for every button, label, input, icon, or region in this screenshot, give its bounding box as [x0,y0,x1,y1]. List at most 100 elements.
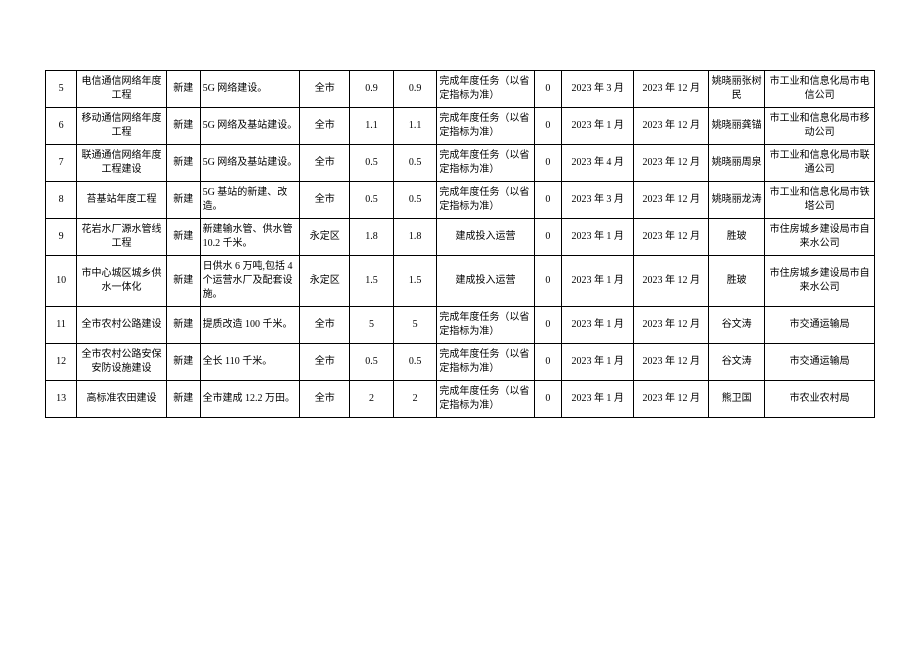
cell-idx: 6 [46,108,77,145]
cell-start: 2023 年 4 月 [562,145,634,182]
cell-idx: 5 [46,71,77,108]
cell-person: 姚晓丽龙涛 [709,182,765,219]
cell-type: 新建 [166,307,200,344]
cell-end: 2023 年 12 月 [634,108,709,145]
cell-zero: 0 [534,219,561,256]
cell-dept: 市住房城乡建设局市自来水公司 [765,256,875,307]
cell-dept: 市工业和信息化局市铁塔公司 [765,182,875,219]
cell-person: 谷文涛 [709,344,765,381]
table-body: 5电信通信网络年度工程新建5G 网络建设。全市0.90.9完成年度任务（以省定指… [46,71,875,418]
cell-dept: 市交通运输局 [765,344,875,381]
cell-type: 新建 [166,219,200,256]
cell-person: 胜玻 [709,256,765,307]
cell-type: 新建 [166,145,200,182]
cell-content: 5G 网络建设。 [200,71,300,108]
cell-area: 永定区 [300,256,350,307]
cell-start: 2023 年 3 月 [562,182,634,219]
cell-dept: 市住房城乡建设局市自来水公司 [765,219,875,256]
cell-name: 全市农村公路建设 [77,307,167,344]
cell-person: 胜玻 [709,219,765,256]
cell-name: 电信通信网络年度工程 [77,71,167,108]
cell-name: 市中心城区城乡供水一体化 [77,256,167,307]
cell-zero: 0 [534,145,561,182]
cell-target: 建成投入运营 [437,256,534,307]
cell-name: 花岩水厂源水管线工程 [77,219,167,256]
cell-dept: 市农业农村局 [765,381,875,418]
cell-v1: 1.5 [350,256,394,307]
cell-area: 全市 [300,108,350,145]
cell-idx: 8 [46,182,77,219]
cell-target: 完成年度任务（以省定指标为准） [437,307,534,344]
cell-zero: 0 [534,307,561,344]
cell-type: 新建 [166,381,200,418]
cell-area: 全市 [300,307,350,344]
cell-end: 2023 年 12 月 [634,307,709,344]
cell-content: 全市建成 12.2 万田。 [200,381,300,418]
cell-v1: 1.1 [350,108,394,145]
cell-end: 2023 年 12 月 [634,219,709,256]
cell-v2: 0.5 [393,182,437,219]
cell-v1: 0.5 [350,344,394,381]
cell-start: 2023 年 1 月 [562,108,634,145]
cell-v2: 0.5 [393,145,437,182]
cell-v1: 0.9 [350,71,394,108]
cell-person: 谷文涛 [709,307,765,344]
table-row: 7联通通信网络年度工程建设新建5G 网络及基站建设。全市0.50.5完成年度任务… [46,145,875,182]
cell-start: 2023 年 1 月 [562,307,634,344]
cell-end: 2023 年 12 月 [634,381,709,418]
cell-idx: 11 [46,307,77,344]
table-row: 11全市农村公路建设新建提质改造 100 千米。全市55完成年度任务（以省定指标… [46,307,875,344]
table-row: 12全市农村公路安保安防设施建设新建全长 110 千米。全市0.50.5完成年度… [46,344,875,381]
cell-content: 全长 110 千米。 [200,344,300,381]
cell-zero: 0 [534,182,561,219]
cell-content: 提质改造 100 千米。 [200,307,300,344]
cell-v2: 1.1 [393,108,437,145]
cell-idx: 10 [46,256,77,307]
cell-person: 姚晓丽周泉 [709,145,765,182]
cell-dept: 市工业和信息化局市电信公司 [765,71,875,108]
cell-type: 新建 [166,108,200,145]
cell-person: 熊卫国 [709,381,765,418]
cell-target: 建成投入运营 [437,219,534,256]
cell-content: 日供水 6 万吨,包括 4个运营水厂及配套设施。 [200,256,300,307]
cell-type: 新建 [166,256,200,307]
cell-target: 完成年度任务（以省定指标为准） [437,381,534,418]
cell-area: 永定区 [300,219,350,256]
table-row: 9花岩水厂源水管线工程新建新建输水管、供水管10.2 千米。永定区1.81.8建… [46,219,875,256]
cell-v1: 1.8 [350,219,394,256]
cell-name: 高标准农田建设 [77,381,167,418]
cell-person: 姚晓丽龚锚 [709,108,765,145]
cell-content: 5G 基站的新建、改造。 [200,182,300,219]
cell-name: 苔基站年度工程 [77,182,167,219]
cell-type: 新建 [166,344,200,381]
cell-v2: 1.8 [393,219,437,256]
cell-idx: 7 [46,145,77,182]
cell-area: 全市 [300,182,350,219]
cell-area: 全市 [300,145,350,182]
cell-v2: 2 [393,381,437,418]
cell-dept: 市交通运输局 [765,307,875,344]
cell-v2: 0.9 [393,71,437,108]
cell-content: 5G 网络及基站建设。 [200,145,300,182]
cell-dept: 市工业和信息化局市移动公司 [765,108,875,145]
cell-idx: 12 [46,344,77,381]
cell-start: 2023 年 3 月 [562,71,634,108]
cell-name: 全市农村公路安保安防设施建设 [77,344,167,381]
cell-v2: 1.5 [393,256,437,307]
cell-target: 完成年度任务（以省定指标为准） [437,108,534,145]
cell-v1: 0.5 [350,182,394,219]
cell-idx: 13 [46,381,77,418]
cell-target: 完成年度任务（以省定指标为准） [437,182,534,219]
projects-table: 5电信通信网络年度工程新建5G 网络建设。全市0.90.9完成年度任务（以省定指… [45,70,875,418]
cell-zero: 0 [534,71,561,108]
cell-end: 2023 年 12 月 [634,182,709,219]
cell-area: 全市 [300,381,350,418]
cell-zero: 0 [534,381,561,418]
cell-v2: 0.5 [393,344,437,381]
cell-zero: 0 [534,344,561,381]
cell-content: 5G 网络及基站建设。 [200,108,300,145]
table-row: 10市中心城区城乡供水一体化新建日供水 6 万吨,包括 4个运营水厂及配套设施。… [46,256,875,307]
cell-start: 2023 年 1 月 [562,344,634,381]
cell-target: 完成年度任务（以省定指标为准） [437,344,534,381]
cell-area: 全市 [300,344,350,381]
